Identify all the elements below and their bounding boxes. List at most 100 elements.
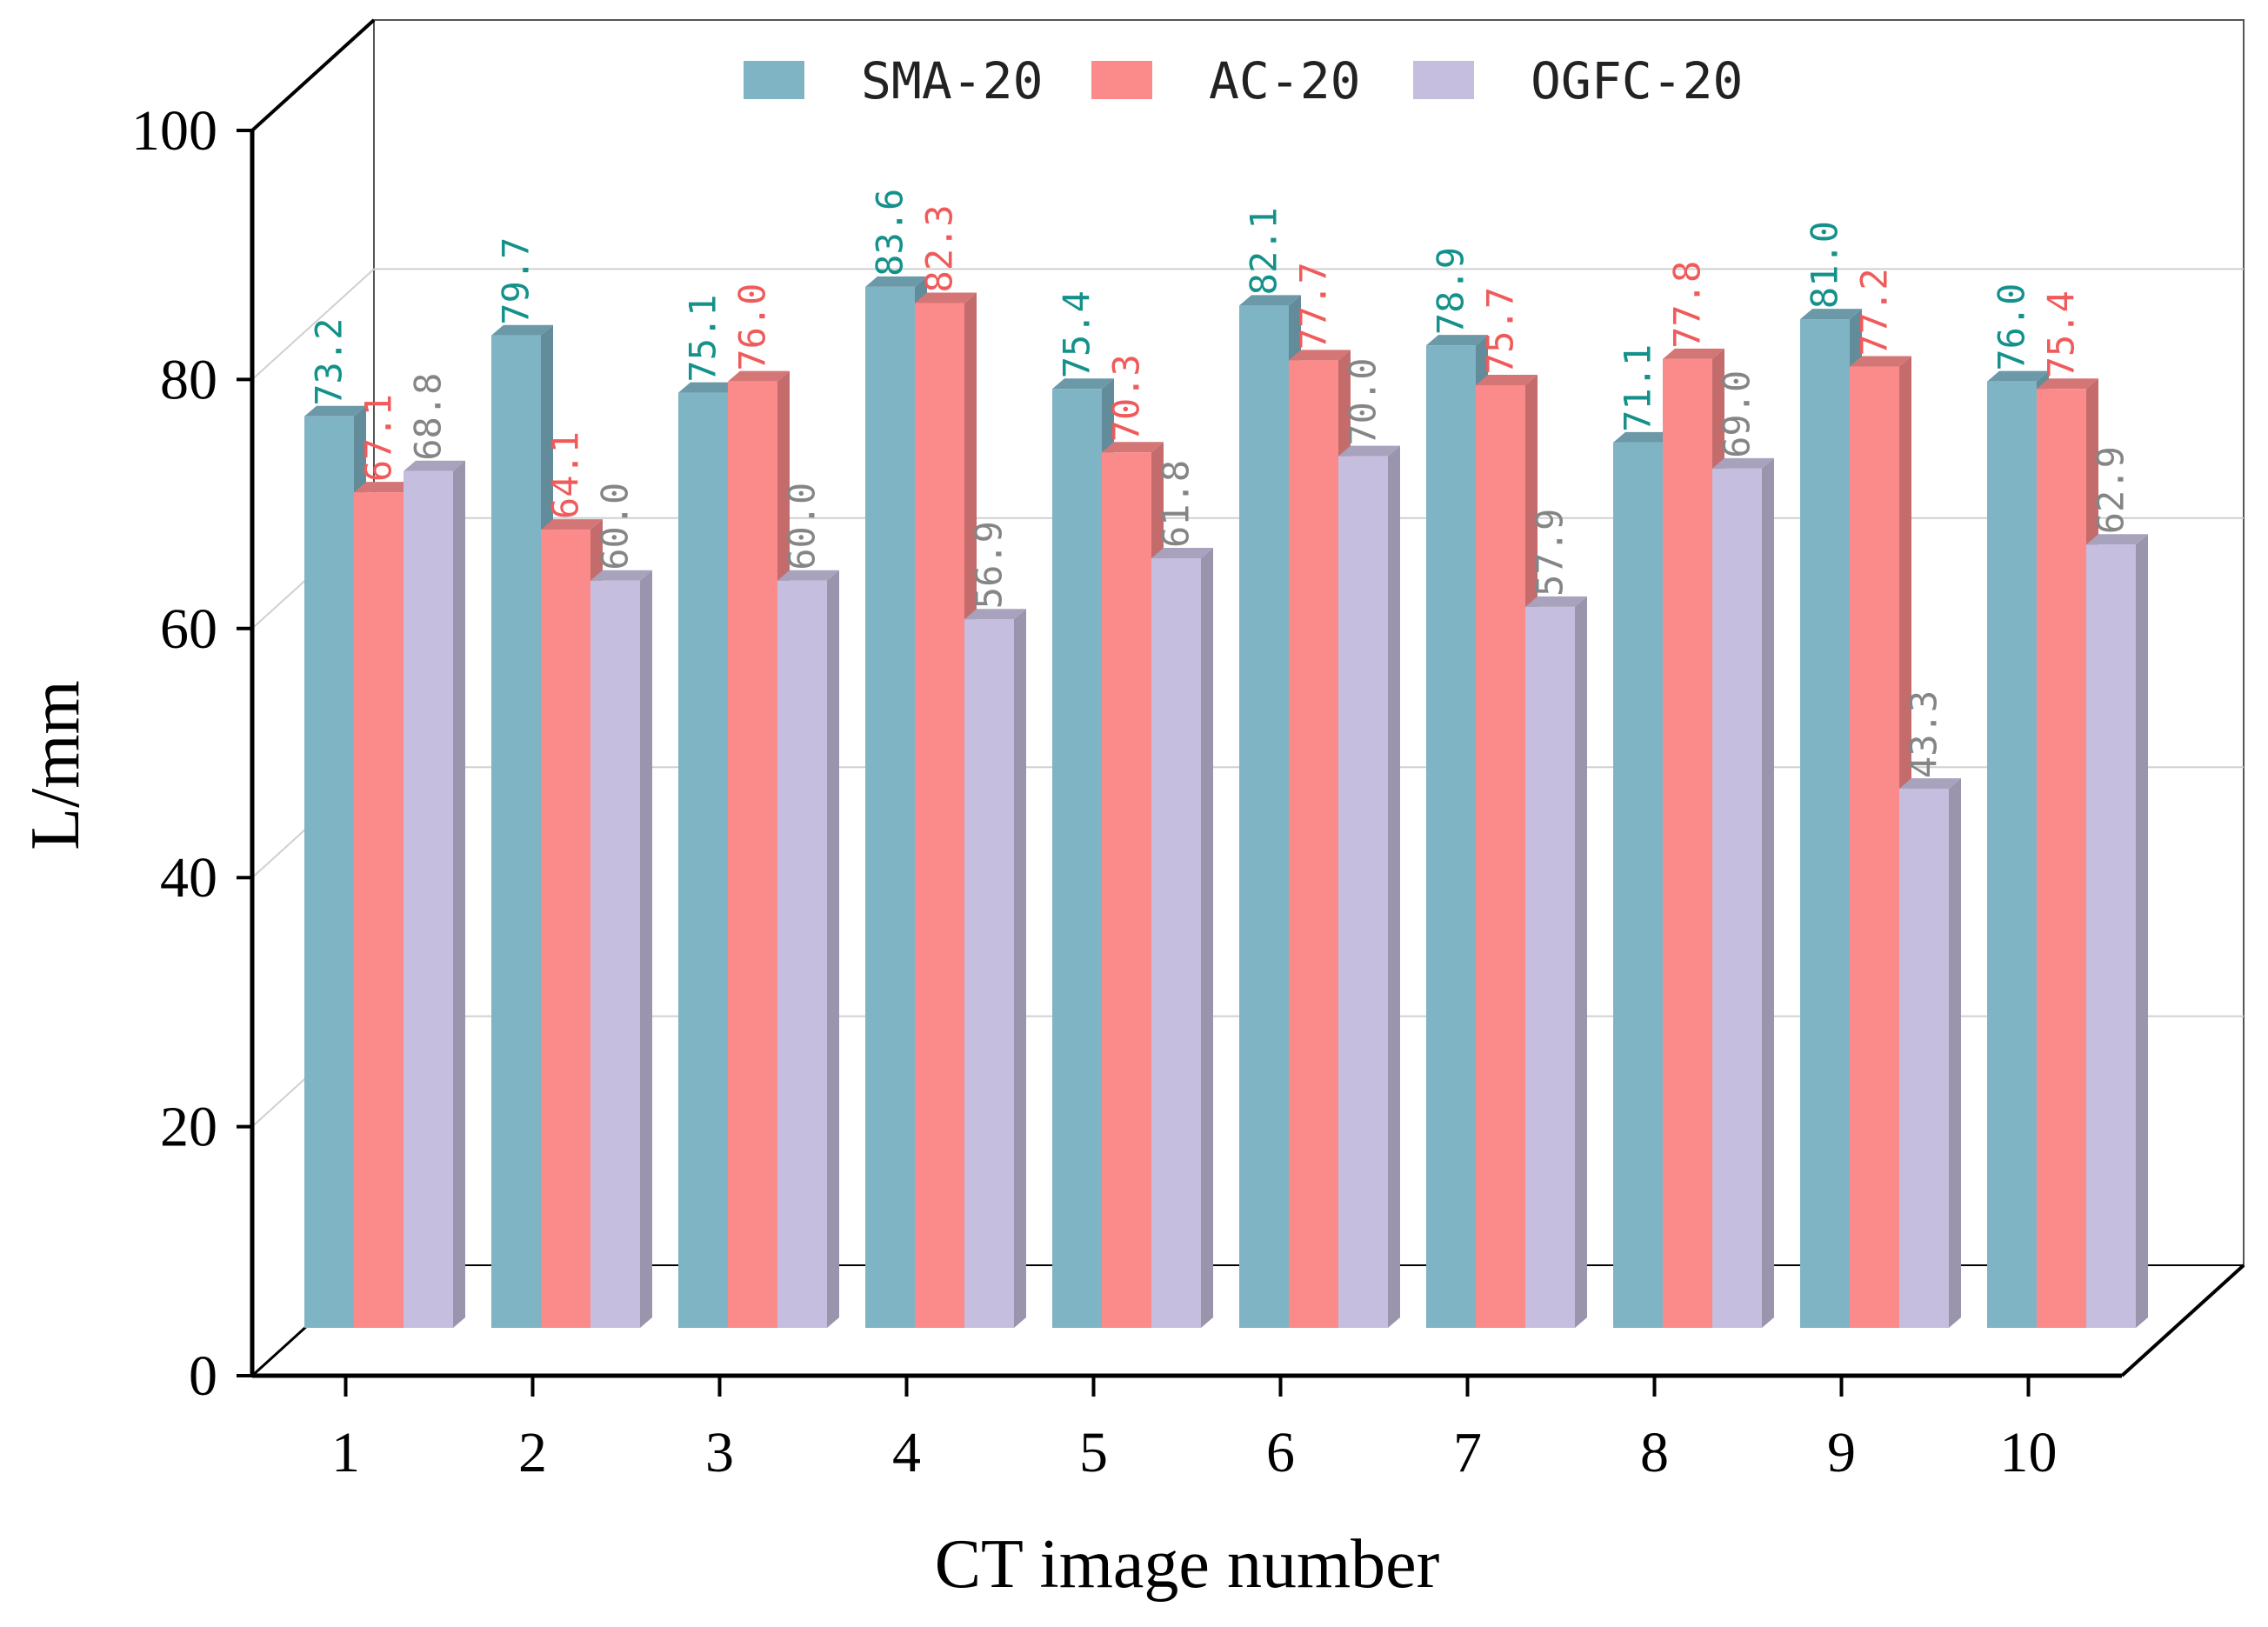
bar-front <box>1712 468 1762 1328</box>
bar-front <box>1052 389 1102 1329</box>
data-label: 81.0 <box>1804 221 1846 309</box>
bar <box>1712 457 1774 1328</box>
bar-top <box>491 324 553 336</box>
data-label: 78.9 <box>1430 247 1472 335</box>
data-labels: 73.267.1 68.879.764.160.075.1 76.060.083.6… <box>308 189 2132 778</box>
bar-side <box>1201 548 1213 1328</box>
bar-top <box>1289 350 1351 361</box>
bar-front <box>915 303 964 1328</box>
data-label: 77.7 <box>1292 262 1335 350</box>
data-label: 70.0 <box>1342 357 1384 445</box>
bar-top <box>404 460 465 471</box>
bar-front <box>1426 345 1476 1329</box>
data-label: 57.9 <box>1529 509 1571 597</box>
floor-right-edge <box>2120 1264 2245 1377</box>
data-label: 76.0 <box>731 283 774 371</box>
bar-top <box>304 405 366 417</box>
bar <box>2086 534 2148 1328</box>
bar-front <box>678 392 728 1328</box>
bar-top <box>1476 374 1538 385</box>
bar-front <box>541 530 590 1328</box>
bar-top <box>1338 445 1400 457</box>
x-tick-label: 2 <box>518 1421 547 1484</box>
bar-front <box>354 492 404 1328</box>
legend: SMA-20 AC-20 OGFC-20 <box>744 51 1743 110</box>
bar-top <box>678 382 740 393</box>
bar-side <box>1388 445 1400 1328</box>
bar-side <box>453 460 465 1328</box>
data-label: 75.4 <box>2040 290 2083 378</box>
bar-top <box>1426 335 1488 346</box>
data-label: 83.6 <box>869 189 911 277</box>
x-tick-label: 10 <box>2000 1421 2058 1484</box>
bar-top <box>1613 431 1675 443</box>
bar-front <box>304 416 354 1328</box>
bar <box>404 460 465 1328</box>
data-label: 69.0 <box>1716 370 1758 458</box>
legend-label: OGFC-20 <box>1531 51 1743 110</box>
bar-front <box>1613 442 1663 1328</box>
bar-top <box>1151 548 1213 559</box>
data-label: 82.3 <box>918 204 961 292</box>
bar-top <box>2086 534 2148 545</box>
x-tick-label: 4 <box>892 1421 921 1484</box>
data-label: 75.1 <box>682 294 724 382</box>
y-tick-label: 20 <box>160 1096 217 1159</box>
bar <box>964 609 1026 1328</box>
bar-top <box>1663 348 1724 359</box>
bar-front <box>1663 358 1712 1328</box>
data-label: 75.4 <box>1056 290 1098 378</box>
bar-front <box>1899 788 1949 1328</box>
data-label: 79.7 <box>495 237 537 325</box>
bar-top <box>777 570 839 581</box>
legend-label: AC-20 <box>1209 51 1361 110</box>
y-tick-label: 80 <box>160 348 217 411</box>
bar-front <box>1800 319 1850 1329</box>
data-label: 56.9 <box>968 521 1011 609</box>
data-label: 60.0 <box>594 483 637 570</box>
legend-label: SMA-20 <box>861 51 1044 110</box>
bar-top <box>915 292 977 303</box>
gridline-side <box>251 268 375 381</box>
data-label: 68.8 <box>407 373 450 461</box>
bar-front <box>1338 456 1388 1328</box>
bar-front <box>1102 452 1151 1328</box>
data-label: 60.0 <box>781 483 824 570</box>
x-tick-label: 7 <box>1453 1421 1482 1484</box>
bar-front <box>777 580 827 1328</box>
x-tick-label: 5 <box>1079 1421 1108 1484</box>
data-label: 82.1 <box>1243 207 1285 295</box>
bar-top <box>1800 309 1862 320</box>
bar <box>777 570 839 1328</box>
x-axis-title: CT image number <box>935 1526 1440 1603</box>
data-label: 61.8 <box>1155 460 1197 548</box>
bar-top <box>354 482 416 493</box>
bar-front <box>1850 366 1899 1329</box>
bar-front <box>1987 381 2037 1329</box>
x-tick-label: 3 <box>705 1421 734 1484</box>
bar-front <box>1151 558 1201 1328</box>
bar-front <box>2037 389 2086 1329</box>
legend-item: SMA-20 <box>744 51 1044 110</box>
bar-side <box>1762 457 1774 1328</box>
y-tick-label: 40 <box>160 846 217 910</box>
data-label: 73.2 <box>308 318 350 406</box>
data-label: 71.1 <box>1617 344 1659 432</box>
data-label: 62.9 <box>2090 446 2132 534</box>
bar-top <box>2037 378 2098 390</box>
bar-front <box>1525 606 1575 1328</box>
bar-side <box>2136 534 2148 1328</box>
data-label: 67.1 <box>357 394 400 482</box>
y-tick-label: 0 <box>189 1344 217 1408</box>
bar-top <box>541 519 603 530</box>
bar-top <box>964 609 1026 620</box>
bar <box>1899 777 1961 1328</box>
bar-side <box>1575 596 1587 1328</box>
bar-front <box>1289 360 1338 1329</box>
bar-side <box>1949 777 1961 1328</box>
bar <box>1338 445 1400 1328</box>
x-tick-label: 8 <box>1640 1421 1669 1484</box>
x-tick-label: 6 <box>1266 1421 1295 1484</box>
bar-top <box>1525 596 1587 607</box>
bar-side <box>827 570 839 1328</box>
